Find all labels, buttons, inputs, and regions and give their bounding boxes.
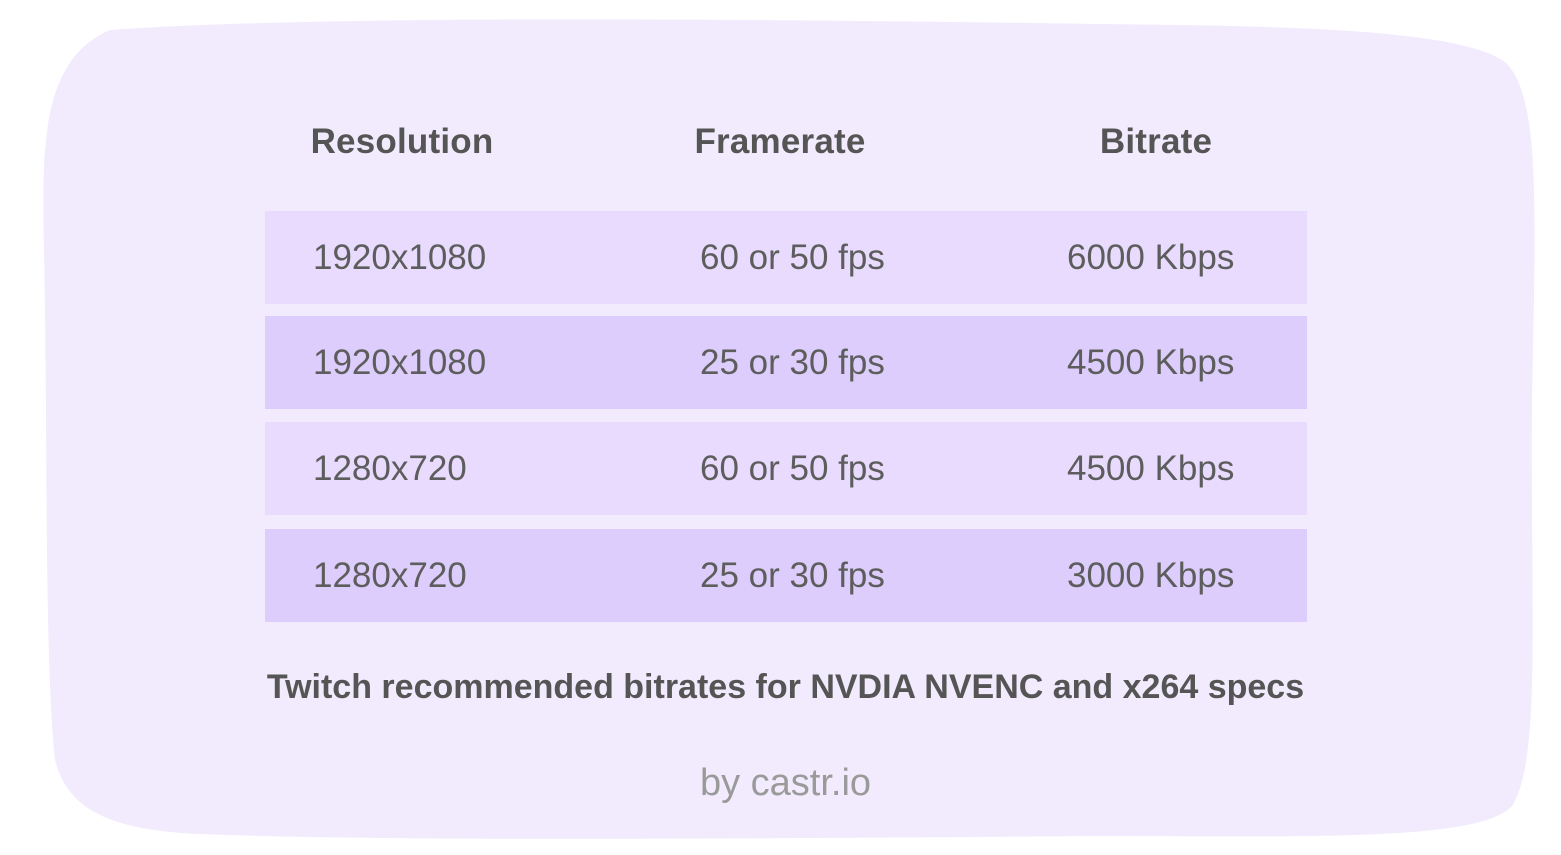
- cell-framerate: 25 or 30 fps: [700, 556, 885, 595]
- cell-bitrate: 6000 Kbps: [1067, 238, 1235, 277]
- cell-resolution: 1920x1080: [313, 238, 487, 277]
- credit-text: by castr.io: [699, 762, 872, 804]
- cell-resolution: 1920x1080: [313, 343, 487, 382]
- cell-bitrate: 4500 Kbps: [1067, 449, 1235, 488]
- table-row: 1920x1080 60 or 50 fps 6000 Kbps: [265, 211, 1307, 304]
- table-row: 1920x1080 25 or 30 fps 4500 Kbps: [265, 316, 1307, 409]
- cell-framerate: 25 or 30 fps: [700, 343, 885, 382]
- cell-bitrate: 4500 Kbps: [1067, 343, 1235, 382]
- column-header-resolution: Resolution: [310, 122, 494, 161]
- column-header-framerate: Framerate: [694, 122, 866, 161]
- cell-bitrate: 3000 Kbps: [1067, 556, 1235, 595]
- column-header-bitrate: Bitrate: [1099, 122, 1213, 161]
- cell-framerate: 60 or 50 fps: [700, 449, 885, 488]
- table-row: 1280x720 25 or 30 fps 3000 Kbps: [265, 529, 1307, 622]
- cell-resolution: 1280x720: [313, 449, 467, 488]
- table-caption: Twitch recommended bitrates for NVDIA NV…: [266, 668, 1305, 706]
- table-row: 1280x720 60 or 50 fps 4500 Kbps: [265, 422, 1307, 515]
- cell-resolution: 1280x720: [313, 556, 467, 595]
- cell-framerate: 60 or 50 fps: [700, 238, 885, 277]
